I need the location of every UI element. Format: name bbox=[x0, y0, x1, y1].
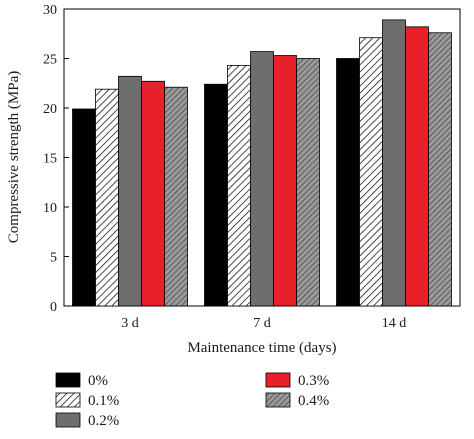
legend-swatch bbox=[55, 372, 81, 388]
y-tick-label: 30 bbox=[43, 3, 57, 18]
bar bbox=[250, 51, 274, 307]
y-tick-label: 20 bbox=[43, 102, 57, 117]
legend-label: 0.3% bbox=[298, 373, 329, 389]
bar bbox=[405, 26, 429, 307]
y-tick-label: 0 bbox=[50, 300, 57, 315]
bar bbox=[359, 37, 383, 307]
x-axis-title: Maintenance time (days) bbox=[187, 340, 336, 356]
bar bbox=[72, 108, 96, 307]
bar bbox=[204, 83, 228, 307]
bar bbox=[118, 75, 142, 307]
y-axis: 0 5 10 15 20 25 30 bbox=[43, 3, 69, 315]
bar bbox=[428, 32, 452, 307]
x-tick-label: 7 d bbox=[253, 316, 271, 331]
bar bbox=[382, 19, 406, 307]
y-axis-title: Compressive strength (MPa) bbox=[6, 71, 22, 243]
legend-swatch bbox=[55, 392, 81, 408]
bar bbox=[95, 88, 119, 307]
legend-label: 0% bbox=[88, 373, 108, 389]
x-tick-label: 14 d bbox=[382, 316, 407, 331]
y-tick-label: 25 bbox=[43, 53, 57, 68]
y-tick-label: 10 bbox=[43, 201, 57, 216]
legend: 0% 0.1% 0.2% 0.3% 0.4% bbox=[55, 372, 329, 429]
bar bbox=[164, 86, 188, 307]
bars bbox=[72, 19, 452, 307]
bar bbox=[227, 65, 251, 307]
bar bbox=[296, 58, 320, 307]
legend-swatch bbox=[265, 372, 291, 388]
legend-swatch bbox=[265, 392, 291, 408]
y-tick-label: 15 bbox=[43, 152, 57, 167]
x-tick-label: 3 d bbox=[121, 316, 139, 331]
bar bbox=[336, 58, 360, 307]
legend-label: 0.1% bbox=[88, 393, 119, 409]
bar bbox=[141, 80, 165, 307]
legend-label: 0.2% bbox=[88, 413, 119, 429]
y-tick-label: 5 bbox=[50, 251, 57, 266]
bar bbox=[273, 55, 297, 307]
legend-swatch bbox=[55, 412, 81, 428]
legend-label: 0.4% bbox=[298, 393, 329, 409]
